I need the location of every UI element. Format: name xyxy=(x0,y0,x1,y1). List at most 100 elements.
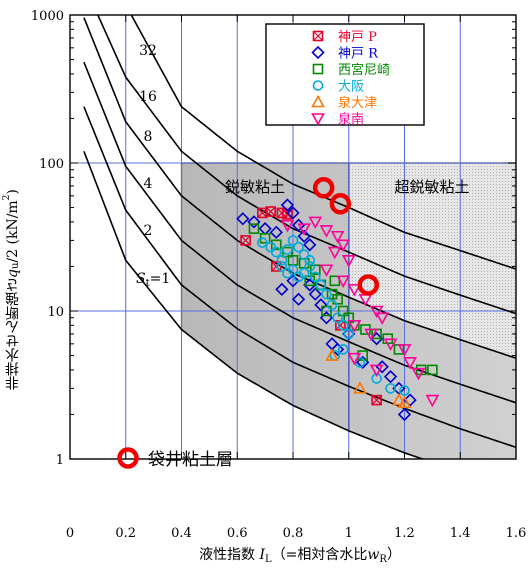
curve-label: 4 xyxy=(144,176,153,192)
marker-diamond xyxy=(397,407,412,422)
marker-triangle-down xyxy=(383,338,398,351)
region-very-sensitive xyxy=(348,163,516,359)
marker-circle xyxy=(298,267,310,279)
x-tick-label: 0 xyxy=(66,526,74,541)
marker-circle xyxy=(399,385,410,396)
marker-triangle-down xyxy=(336,239,351,252)
curve-label: 2 xyxy=(144,223,153,239)
curve-label-t: t xyxy=(146,278,150,289)
y-tick-label: 1 xyxy=(56,453,64,468)
legend-label-suffix: R xyxy=(368,47,379,62)
marker-ring xyxy=(329,193,352,215)
marker-circle xyxy=(309,271,321,283)
marker-triangle-up xyxy=(392,392,406,406)
data-points xyxy=(236,198,440,422)
marker-triangle-down xyxy=(319,225,334,238)
curve-label: 16 xyxy=(139,89,157,105)
x-tick-label: 1 xyxy=(345,526,353,541)
marker-square-x xyxy=(312,30,324,42)
curve-label-s: S xyxy=(136,271,146,287)
marker-square-x-cross xyxy=(265,206,276,217)
y-tick-label: 100 xyxy=(39,157,64,172)
marker-triangle-down xyxy=(336,275,351,288)
marker-ring xyxy=(312,177,335,199)
marker-triangle-down xyxy=(308,216,323,230)
marker-diamond xyxy=(311,45,325,60)
marker-circle xyxy=(321,288,332,300)
marker-triangle-up xyxy=(397,395,412,409)
marker-triangle-up xyxy=(311,94,325,108)
marker-diamond xyxy=(269,225,283,239)
marker-square xyxy=(321,305,332,317)
marker-square-x-cross xyxy=(313,31,323,41)
legend-label-main: 神戸 xyxy=(338,30,368,45)
marker-triangle-down xyxy=(375,312,390,325)
marker-diamond xyxy=(314,298,328,312)
x-tick-label: 0.2 xyxy=(115,526,136,541)
marker-diamond xyxy=(303,238,317,252)
x-tick-label: 1.2 xyxy=(394,526,415,541)
marker-circle xyxy=(270,246,282,258)
marker-triangle-down xyxy=(347,320,362,333)
marker-circle xyxy=(304,261,316,272)
sensitivity-curve-3 xyxy=(83,61,516,404)
marker-triangle-down xyxy=(403,357,417,370)
highlight-points xyxy=(312,177,380,296)
curve-label-st1: St=1 xyxy=(136,271,170,289)
legend-box xyxy=(265,23,425,126)
curve-label: 32 xyxy=(139,43,157,59)
marker-circle xyxy=(298,249,310,261)
x-tick-label: 1.4 xyxy=(450,526,471,541)
sensitivity-curve-1 xyxy=(83,150,426,459)
marker-triangle-down xyxy=(369,305,384,319)
marker-circle xyxy=(257,237,268,248)
marker-ring xyxy=(357,274,380,296)
marker-square xyxy=(427,364,438,376)
marker-square-x-cross xyxy=(257,207,268,218)
marker-square xyxy=(337,305,349,317)
legend-label: 泉大津 xyxy=(338,95,377,111)
marker-circle xyxy=(282,244,293,255)
marker-triangle-down xyxy=(411,367,426,381)
marker-triangle-down xyxy=(347,352,362,366)
marker-triangle-down xyxy=(425,394,440,408)
x-tick-label: 0.8 xyxy=(283,526,304,541)
marker-diamond xyxy=(275,282,289,297)
legend-label-main: 神戸 xyxy=(338,47,368,62)
marker-triangle-up xyxy=(353,381,367,394)
marker-diamond xyxy=(247,215,261,229)
marker-circle xyxy=(287,264,299,276)
marker-square-x-cross xyxy=(282,209,293,220)
marker-triangle-down xyxy=(311,113,325,126)
region-and-curve-labels: 鋭敏粘土 超鋭敏粘土 St=1 2 4 8 16 32 xyxy=(136,43,470,289)
y-axis-label: 非排水せん断強さqu/2 (kN/m2) xyxy=(2,189,21,391)
marker-triangle-down xyxy=(330,230,345,244)
marker-diamond xyxy=(330,342,345,357)
marker-square-x xyxy=(265,206,277,217)
tick-labels: 0 0.2 0.4 0.6 0.8 1 1.2 1.4 1.6 1 10 100 1000 xyxy=(31,9,526,541)
legend-label: 泉南 xyxy=(338,112,364,128)
plot-frame xyxy=(69,14,517,460)
marker-diamond xyxy=(236,212,250,226)
marker-square-x xyxy=(371,394,382,406)
marker-circle xyxy=(337,320,349,331)
legend-label: 西宮尼崎 xyxy=(338,62,390,78)
marker-diamond xyxy=(291,218,306,232)
marker-circle xyxy=(304,255,316,266)
marker-square-x-cross xyxy=(240,235,251,246)
marker-square xyxy=(309,264,321,276)
marker-triangle-down xyxy=(297,223,312,236)
marker-square-x xyxy=(240,235,251,246)
highlight-legend: 袋井粘土層 xyxy=(117,447,233,470)
marker-circle xyxy=(343,328,355,340)
marker-square xyxy=(312,63,324,75)
marker-circle xyxy=(326,299,338,311)
marker-triangle-down xyxy=(364,328,378,342)
marker-square xyxy=(248,223,260,234)
marker-square xyxy=(270,239,282,251)
curve-label: 8 xyxy=(144,129,153,145)
legend-label: 神戸 P xyxy=(338,30,377,45)
curve-label-v: =1 xyxy=(150,271,171,287)
marker-circle xyxy=(293,241,304,253)
